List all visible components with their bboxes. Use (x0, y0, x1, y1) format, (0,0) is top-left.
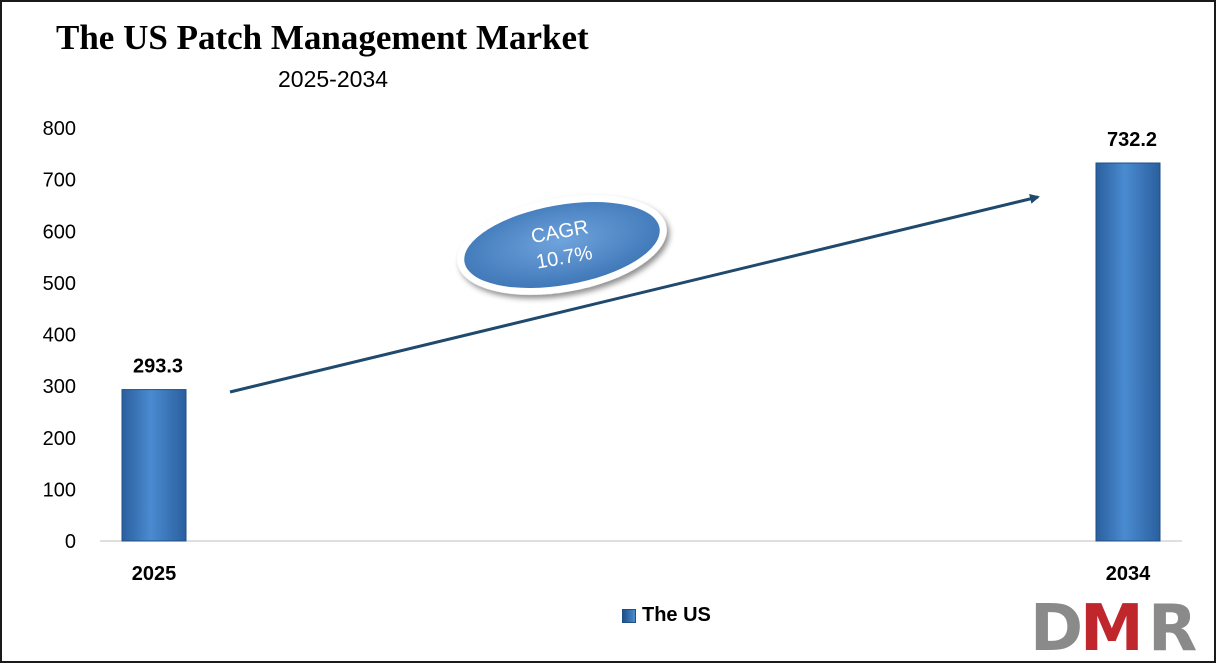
cagr-arrow (229, 194, 1040, 394)
legend-swatch (622, 608, 636, 623)
chart-subtitle: 2025-2034 (278, 66, 388, 92)
bars: 293.3 732.2 (121, 129, 1161, 542)
x-tick-label: 2025 (132, 563, 177, 585)
data-label-2025: 293.3 (133, 356, 183, 378)
bar-2034 (1095, 162, 1161, 542)
legend: The US (622, 604, 711, 627)
y-tick-label: 200 (43, 428, 76, 450)
x-tick-label: 2034 (1106, 563, 1151, 585)
y-tick-label: 600 (43, 221, 76, 243)
y-tick-label: 0 (65, 531, 76, 553)
logo-letter-d: D (1030, 596, 1083, 656)
cagr-badge: CAGR 10.7% (457, 195, 667, 295)
logo-letter-m: M (1080, 596, 1144, 656)
y-tick-label: 300 (43, 376, 76, 398)
data-label-2034: 732.2 (1107, 129, 1157, 151)
y-tick-label: 100 (43, 479, 76, 501)
y-tick-label: 500 (43, 273, 76, 295)
y-tick-label: 800 (43, 118, 76, 140)
y-axis: 0 100 200 300 400 500 600 700 800 (43, 118, 76, 553)
logo-letter-r: R (1148, 596, 1197, 656)
legend-label: The US (642, 604, 711, 626)
bar-2025 (121, 389, 187, 542)
x-axis: 2025 2034 (132, 563, 1151, 585)
chart-title: The US Patch Management Market (56, 18, 589, 57)
y-tick-label: 700 (43, 170, 76, 192)
dmr-logo: D M R (1030, 596, 1197, 656)
y-tick-label: 400 (43, 325, 76, 347)
